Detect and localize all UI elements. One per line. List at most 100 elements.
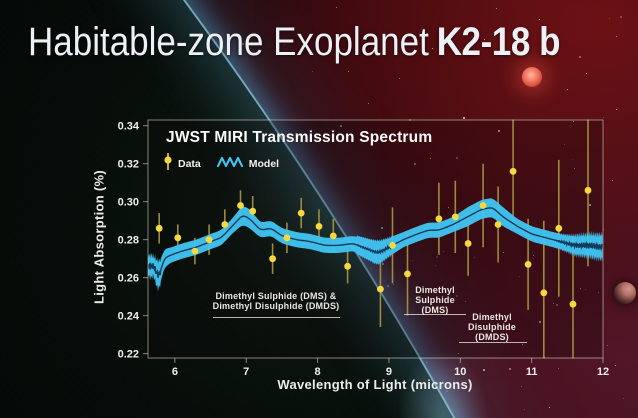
- star-icon: [519, 276, 520, 277]
- svg-text:0.24: 0.24: [118, 311, 140, 323]
- star-icon: [539, 321, 541, 323]
- star-icon: [426, 33, 428, 35]
- chart-title: JWST MIRI Transmission Spectrum: [166, 129, 433, 146]
- star-icon: [414, 163, 416, 165]
- companion-planet-icon: [614, 282, 636, 304]
- star-icon: [373, 262, 375, 264]
- star-icon: [616, 109, 617, 110]
- star-icon: [368, 103, 369, 104]
- star-icon: [448, 207, 449, 208]
- star-icon: [547, 53, 548, 54]
- x-axis-label: Wavelength of Light (microns): [277, 377, 473, 392]
- svg-text:9: 9: [386, 366, 392, 378]
- annotation-underline: [459, 342, 527, 343]
- star-icon: [553, 303, 554, 304]
- star-icon: [496, 8, 497, 9]
- star-icon: [509, 368, 511, 370]
- star-icon: [556, 304, 558, 306]
- star-icon: [348, 71, 349, 72]
- star-icon: [585, 289, 586, 290]
- star-icon: [351, 139, 353, 141]
- star-icon: [336, 7, 337, 8]
- annotation-underline: [404, 314, 466, 315]
- page-title-bold: K2-18 b: [436, 20, 561, 64]
- svg-text:0.26: 0.26: [118, 273, 139, 285]
- star-icon: [586, 73, 587, 74]
- svg-text:11: 11: [526, 366, 538, 378]
- star-icon: [456, 157, 458, 159]
- star-icon: [539, 19, 540, 20]
- star-icon: [521, 386, 522, 387]
- star-icon: [284, 44, 285, 45]
- model-wave-icon: [216, 155, 244, 174]
- annotation-underline: [213, 317, 340, 318]
- star-icon: [381, 227, 383, 229]
- star-icon: [443, 251, 444, 252]
- star-icon: [603, 117, 604, 118]
- star-icon: [330, 136, 331, 137]
- data-point-icon: [163, 152, 173, 176]
- star-icon: [382, 263, 384, 265]
- star-icon: [558, 368, 559, 369]
- page-title-light: Habitable-zone Exoplanet: [28, 20, 429, 64]
- svg-text:12: 12: [597, 366, 609, 378]
- annotation-dms-and-dmds: Dimethyl Sulphide (DMS) & Dimethyl Disul…: [212, 291, 340, 311]
- star-icon: [589, 204, 591, 206]
- annotation-dms: Dimethyl Sulphide (DMS): [415, 285, 455, 315]
- star-icon: [574, 168, 575, 169]
- svg-text:8: 8: [315, 366, 321, 378]
- star-icon: [609, 18, 610, 19]
- star-icon: [432, 48, 433, 49]
- legend-data-label: Data: [178, 158, 201, 170]
- star-icon: [615, 365, 616, 366]
- star-icon: [483, 369, 485, 371]
- star-icon: [549, 407, 550, 408]
- star-icon: [474, 257, 475, 258]
- star-icon: [458, 353, 459, 354]
- star-icon: [616, 36, 617, 37]
- svg-text:7: 7: [243, 366, 249, 378]
- svg-text:6: 6: [172, 366, 178, 378]
- star-icon: [393, 284, 394, 285]
- star-icon: [522, 344, 523, 345]
- star-icon: [572, 159, 573, 160]
- star-icon: [465, 301, 466, 302]
- star-icon: [503, 252, 504, 253]
- chart-legend: Data Model: [163, 152, 280, 176]
- star-icon: [435, 265, 436, 266]
- star-icon: [387, 285, 389, 287]
- star-icon: [524, 409, 525, 410]
- star-icon: [507, 338, 508, 339]
- star-icon: [463, 117, 465, 119]
- red-dwarf-star-icon: [522, 67, 542, 87]
- star-icon: [623, 398, 624, 399]
- y-axis-label: Light Absorption (%): [91, 169, 107, 305]
- svg-text:0.32: 0.32: [118, 159, 139, 171]
- star-icon: [340, 125, 342, 127]
- legend-model-label: Model: [248, 158, 280, 170]
- star-icon: [579, 56, 581, 58]
- star-icon: [399, 78, 400, 79]
- svg-text:0.30: 0.30: [118, 197, 139, 209]
- svg-text:0.28: 0.28: [118, 235, 139, 247]
- star-icon: [498, 130, 500, 132]
- star-icon: [607, 345, 608, 346]
- star-icon: [426, 362, 427, 363]
- star-icon: [533, 255, 534, 256]
- star-icon: [564, 144, 565, 145]
- star-icon: [446, 390, 448, 392]
- svg-text:10: 10: [454, 366, 466, 378]
- star-icon: [580, 288, 581, 289]
- star-icon: [567, 89, 568, 90]
- star-icon: [242, 43, 244, 45]
- star-icon: [620, 16, 622, 18]
- star-icon: [557, 297, 558, 298]
- star-icon: [430, 158, 431, 159]
- annotation-dmds: Dimethyl Disulphide (DMDS): [467, 312, 517, 342]
- star-icon: [573, 121, 574, 122]
- star-icon: [612, 180, 613, 181]
- star-icon: [484, 39, 485, 40]
